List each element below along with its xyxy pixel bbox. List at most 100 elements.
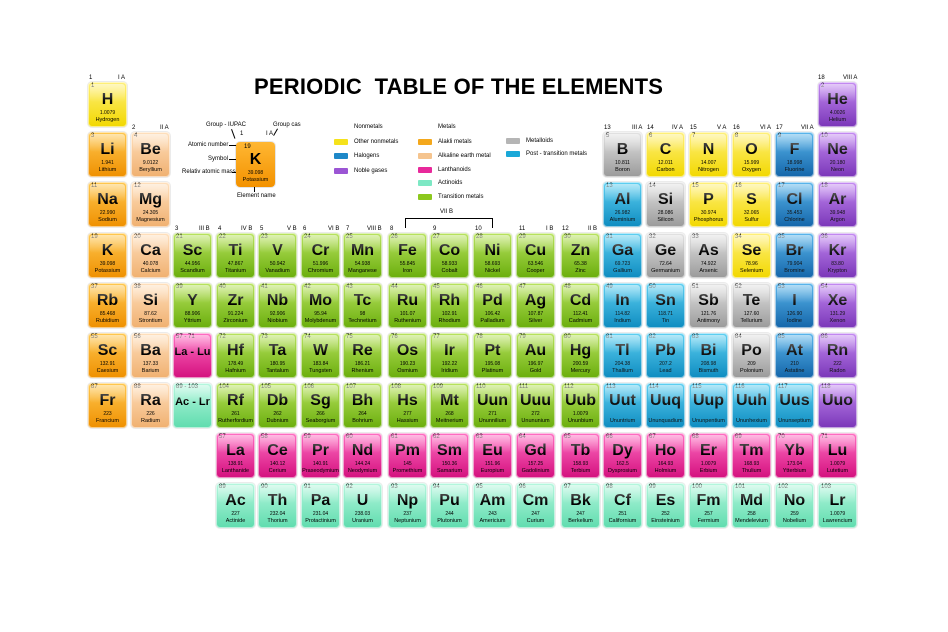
atomic-mass: 226 xyxy=(146,411,155,417)
element-cell: 18 Ar 39.948 Argon xyxy=(818,182,857,227)
element-symbol: Br xyxy=(785,242,804,259)
group-number-g11: 11 xyxy=(519,226,526,232)
atomic-mass: 138.91 xyxy=(227,461,244,467)
element-name: Titanium xyxy=(225,268,246,274)
atomic-number: 87 xyxy=(91,384,98,390)
atomic-number: 91 xyxy=(304,484,311,490)
element-cell: 99 Es 252 Einsteinium xyxy=(646,483,685,528)
group-cas-g3: III B xyxy=(199,226,210,232)
element-name: Ruthenium xyxy=(394,318,421,324)
atomic-number: 10 xyxy=(821,133,828,139)
element-cell: 77 Ir 192.22 Iridium xyxy=(430,333,469,378)
atomic-mass: 12.011 xyxy=(658,160,673,166)
element-symbol: Db xyxy=(266,392,289,409)
group-number-g10: 10 xyxy=(475,226,482,232)
atomic-number: 75 xyxy=(346,334,353,340)
element-name: Nitrogen xyxy=(698,167,719,173)
element-cell: 61 Pm 145 Promethium xyxy=(388,433,427,478)
element-symbol: At xyxy=(786,342,803,359)
element-symbol: La - Lu xyxy=(174,346,211,358)
atomic-mass: 55.845 xyxy=(399,261,416,267)
key-atomic-number-label: Atomic number xyxy=(188,142,229,148)
legend-swatch-metalloid xyxy=(506,138,520,144)
element-cell: 101 Md 258 Mendelevium xyxy=(732,483,771,528)
element-symbol: Os xyxy=(396,342,419,359)
element-name: Plutonium xyxy=(437,518,462,524)
atomic-mass: 209 xyxy=(747,361,756,367)
atomic-number: 1 xyxy=(91,83,95,89)
element-symbol: Uuu xyxy=(519,392,552,409)
legend-swatch-alkali xyxy=(418,139,432,145)
element-name: Vanadium xyxy=(265,268,290,274)
atomic-mass: 210 xyxy=(790,361,799,367)
element-cell: 4 Be 9.0122 Beryllium xyxy=(131,132,170,177)
element-cell: 22 Ti 47.867 Titanium xyxy=(216,233,255,278)
atomic-number: 56 xyxy=(134,334,141,340)
atomic-number: 12 xyxy=(134,183,141,189)
element-symbol: O xyxy=(745,141,758,158)
element-name: Lithium xyxy=(98,167,117,173)
element-cell: 85 At 210 Astatine xyxy=(775,333,814,378)
element-symbol: Eu xyxy=(482,442,503,459)
element-symbol: S xyxy=(746,191,757,208)
element-name: Berkelium xyxy=(568,518,593,524)
element-symbol: Si xyxy=(657,191,674,208)
element-cell: 23 V 50.942 Vanadium xyxy=(258,233,297,278)
atomic-mass: 251 xyxy=(618,511,627,517)
element-symbol: F xyxy=(789,141,800,158)
element-name: Magnesium xyxy=(136,217,165,223)
element-cell: 38 Si 87.62 Strontium xyxy=(131,283,170,328)
element-cell: 20 Ca 40.078 Calcium xyxy=(131,233,170,278)
element-name: Astatine xyxy=(784,368,805,374)
atomic-mass: 180.95 xyxy=(269,361,286,367)
atomic-number: 72 xyxy=(219,334,226,340)
element-cell: 37 Rb 85.468 Rubidium xyxy=(88,283,127,328)
element-name: Dubnium xyxy=(266,418,289,424)
element-symbol: Mn xyxy=(350,242,375,259)
element-symbol: Cm xyxy=(522,492,549,509)
element-symbol: Sg xyxy=(310,392,331,409)
element-placeholder-cell: 89 - 103 Ac - Lr xyxy=(173,383,212,428)
atomic-number: 86 xyxy=(821,334,828,340)
group-number-g16: 16 xyxy=(733,125,740,131)
group-cas-g5: V B xyxy=(287,226,297,232)
element-name: Promethium xyxy=(392,468,423,474)
atomic-number: 18 xyxy=(821,183,828,189)
atomic-number: 103 xyxy=(821,484,832,490)
atomic-mass: 271 xyxy=(488,411,497,417)
element-cell: 92 U 238.03 Uranium xyxy=(343,483,382,528)
element-name: Caesium xyxy=(96,368,119,374)
element-cell: 50 Sn 118.71 Tin xyxy=(646,283,685,328)
atomic-mass: 114.82 xyxy=(615,311,630,317)
element-name: Krypton xyxy=(828,268,847,274)
atomic-mass: 158.93 xyxy=(572,461,589,467)
element-cell: 102 No 259 Nobelium xyxy=(775,483,814,528)
atomic-number: 113 xyxy=(606,384,616,390)
atomic-number: 64 xyxy=(519,434,526,440)
element-cell: 49 In 114.82 Indium xyxy=(603,283,642,328)
element-symbol: Co xyxy=(438,242,461,259)
element-name: Tin xyxy=(661,318,670,324)
key-group-iupac-label: Group - IUPAC xyxy=(206,122,246,128)
element-name: Bismuth xyxy=(698,368,719,374)
atomic-mass: 1.941 xyxy=(101,160,114,166)
atomic-mass: 257 xyxy=(704,511,713,517)
atomic-mass: 204.38 xyxy=(614,361,631,367)
group-number-g18: 18 xyxy=(818,75,825,81)
legend-swatch-halogen xyxy=(334,153,348,159)
element-cell: 47 Ag 107.87 Silver xyxy=(516,283,555,328)
element-cell: 25 Mn 54.938 Manganese xyxy=(343,233,382,278)
element-symbol: Ho xyxy=(654,442,677,459)
element-symbol: Pd xyxy=(482,292,503,309)
element-cell: 7 N 14.007 Nitrogen xyxy=(689,132,728,177)
atomic-number: 58 xyxy=(261,434,268,440)
atomic-number: 21 xyxy=(176,234,183,240)
atomic-number: 68 xyxy=(692,434,699,440)
element-cell: 21 Sc 44.956 Scandium xyxy=(173,233,212,278)
atomic-mass: 127.60 xyxy=(743,311,760,317)
atomic-mass: 24.305 xyxy=(142,210,159,216)
element-cell: 2 He 4.0026 Helium xyxy=(818,82,857,127)
element-name: Praseodymium xyxy=(302,468,339,474)
atomic-number: 28 xyxy=(476,234,483,240)
atomic-mass: 126.90 xyxy=(786,311,803,317)
